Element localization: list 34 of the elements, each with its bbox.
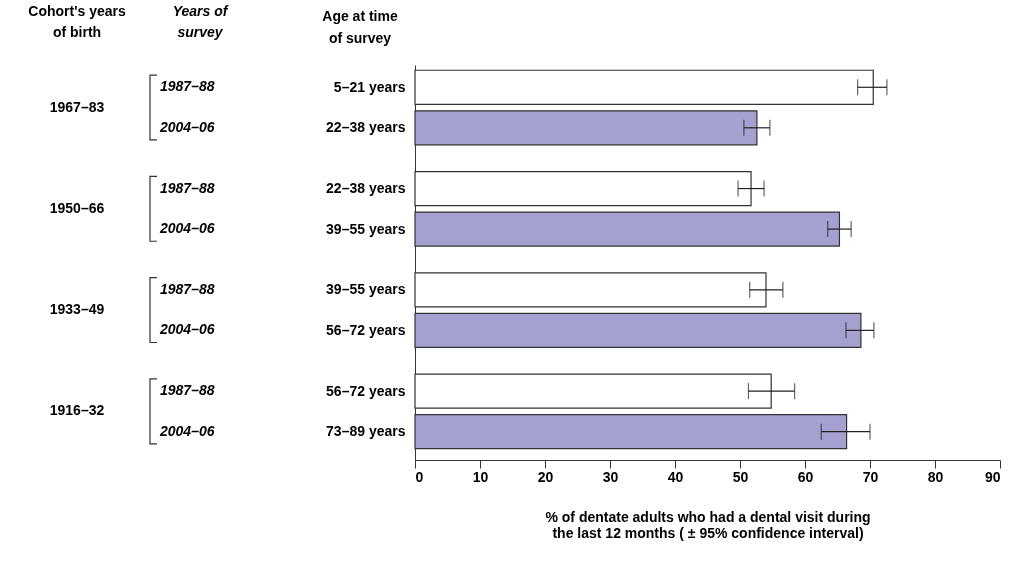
- y-axis-title: Age at time of survey: [322, 8, 398, 46]
- y-tick-label: 56–72 years: [326, 382, 406, 399]
- x-tick-label: 0: [415, 468, 424, 485]
- y-tick-label: 73–89 years: [326, 423, 406, 440]
- text: 2004–06: [159, 422, 215, 439]
- text: 1967–83: [49, 98, 105, 115]
- y-tick-label: 39–55 years: [326, 281, 406, 298]
- x-axis-title: % of dentate adults who had a dental visit during the last 12 months ( ± 95% confidence interval): [545, 508, 871, 541]
- y-tick-label: 39–55 years: [326, 220, 406, 237]
- x-tick-label: 20: [537, 468, 554, 485]
- y-tick-label: 5–21 years: [333, 78, 406, 95]
- x-tick-label: 50: [732, 468, 749, 485]
- y-tick-label: 22–38 years: [326, 180, 406, 197]
- x-tick-label: 60: [797, 468, 814, 485]
- x-tick-label: 40: [667, 468, 684, 485]
- text: 2004–06: [159, 321, 215, 338]
- text: 1916–32: [49, 402, 105, 419]
- x-tick-label: 70: [862, 468, 879, 485]
- text: Years of survey: [172, 3, 229, 40]
- y-tick-label: 56–72 years: [326, 321, 406, 338]
- x-tick-label: 80: [927, 468, 944, 485]
- text: 1987–88: [160, 280, 215, 297]
- text: 1987–88: [160, 179, 215, 196]
- x-tick-label: 30: [602, 468, 619, 485]
- y-tick-label: 22–38 years: [326, 119, 406, 136]
- text: 1987–88: [160, 382, 215, 399]
- text: 2004–06: [159, 118, 215, 135]
- text: 1950–66: [49, 199, 105, 216]
- x-tick-label: 90: [984, 468, 1001, 485]
- text: Cohort's years of birth: [28, 3, 126, 40]
- text: 1933–49: [49, 301, 105, 318]
- x-tick-label: 10: [472, 468, 489, 485]
- text: 1987–88: [160, 78, 215, 95]
- text: 2004–06: [159, 220, 215, 237]
